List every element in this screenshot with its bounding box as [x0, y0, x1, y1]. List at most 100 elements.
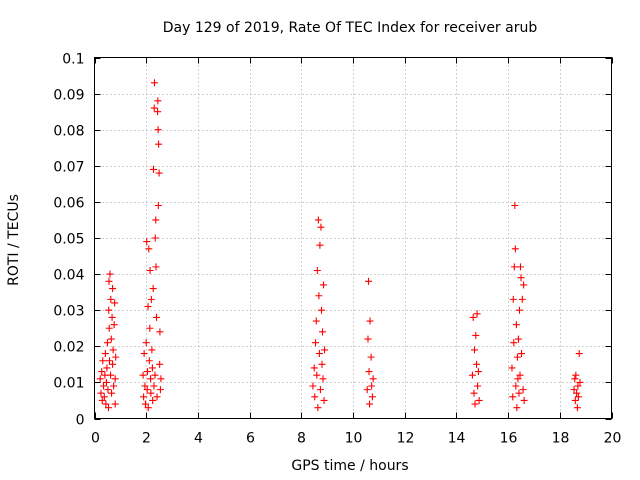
- y-tick-label: 0.07: [53, 160, 84, 176]
- data-point: [147, 295, 155, 303]
- data-point: [101, 350, 109, 358]
- data-point: [104, 386, 112, 394]
- data-point: [512, 321, 520, 329]
- data-point: [517, 274, 525, 282]
- data-point: [364, 335, 372, 343]
- data-point: [572, 371, 580, 379]
- data-point: [108, 389, 116, 397]
- y-tick-label: 0.01: [53, 376, 84, 392]
- data-point: [147, 389, 155, 397]
- data-point: [509, 295, 517, 303]
- data-point: [574, 382, 582, 390]
- data-point: [518, 350, 526, 358]
- x-tick-label: 6: [246, 431, 255, 447]
- data-point: [111, 400, 119, 408]
- data-point: [156, 328, 164, 336]
- data-point: [105, 277, 113, 285]
- data-point: [317, 306, 325, 314]
- y-tick-label: 0.02: [53, 340, 84, 356]
- data-point: [141, 382, 149, 390]
- data-point: [573, 404, 581, 412]
- data-point: [513, 404, 521, 412]
- data-point: [154, 108, 162, 116]
- data-point: [518, 295, 526, 303]
- x-tick-label: 0: [91, 431, 100, 447]
- data-point: [520, 396, 528, 404]
- data-point: [469, 313, 477, 321]
- data-point: [366, 400, 374, 408]
- x-tick-label: 2: [142, 431, 151, 447]
- y-tick-label: 0: [76, 413, 85, 429]
- y-tick-label: 0.1: [62, 52, 84, 68]
- data-point: [109, 360, 117, 368]
- x-tick-labels: 0 2 4 6 8 10 12 14 16 18 20: [91, 431, 621, 447]
- x-tick-label: 14: [448, 431, 466, 447]
- data-point: [106, 270, 114, 278]
- data-point: [151, 234, 159, 242]
- x-tick-label: 20: [604, 431, 622, 447]
- y-tick-label: 0.04: [53, 268, 84, 284]
- data-point: [154, 202, 162, 210]
- data-point: [103, 364, 111, 372]
- data-point: [472, 331, 480, 339]
- data-point: [313, 371, 321, 379]
- data-point: [312, 339, 320, 347]
- grid-lines: [94, 57, 612, 419]
- data-point: [311, 393, 319, 401]
- data-point: [515, 306, 523, 314]
- axis-ticks: [94, 57, 613, 420]
- data-point: [154, 97, 162, 105]
- data-point: [111, 299, 119, 307]
- data-point: [368, 393, 376, 401]
- data-point: [109, 285, 117, 293]
- data-point: [320, 396, 328, 404]
- x-tick-label: 4: [194, 431, 203, 447]
- data-point: [520, 281, 528, 289]
- data-point: [510, 263, 518, 271]
- data-point: [315, 292, 323, 300]
- data-point: [145, 357, 153, 365]
- x-tick-label: 10: [345, 431, 363, 447]
- data-point: [143, 238, 151, 246]
- data-point: [320, 281, 328, 289]
- data-point: [153, 313, 161, 321]
- data-point: [150, 79, 158, 87]
- data-point: [105, 324, 113, 332]
- data-point: [110, 382, 118, 390]
- data-point: [147, 375, 155, 383]
- data-point: [573, 389, 581, 397]
- data-point: [151, 371, 159, 379]
- data-point: [153, 393, 161, 401]
- data-point: [321, 346, 329, 354]
- data-point: [473, 310, 481, 318]
- data-point: [98, 396, 106, 404]
- data-point: [474, 382, 482, 390]
- data-point: [468, 371, 476, 379]
- data-point: [310, 364, 318, 372]
- data-point: [512, 382, 520, 390]
- data-point: [156, 360, 164, 368]
- data-point: [315, 350, 323, 358]
- data-point: [143, 368, 151, 376]
- y-tick-label: 0.03: [53, 304, 84, 320]
- data-point: [146, 324, 154, 332]
- data-point: [144, 404, 152, 412]
- data-point: [103, 339, 111, 347]
- data-point: [317, 223, 325, 231]
- data-point: [470, 389, 478, 397]
- x-tick-label: 12: [397, 431, 415, 447]
- data-point: [514, 375, 522, 383]
- data-point: [155, 140, 163, 148]
- data-point: [475, 396, 483, 404]
- data-point: [105, 306, 113, 314]
- x-tick-label: 8: [297, 431, 306, 447]
- data-point: [154, 126, 162, 134]
- data-point: [314, 216, 322, 224]
- data-point: [149, 396, 157, 404]
- data-point: [145, 245, 153, 253]
- data-point: [98, 368, 106, 376]
- data-point: [104, 404, 112, 412]
- y-tick-labels: 0 0.01 0.02 0.03 0.04 0.05 0.06 0.07 0.08 0.09 0.1: [53, 52, 84, 429]
- data-point: [157, 375, 165, 383]
- data-point: [96, 375, 104, 383]
